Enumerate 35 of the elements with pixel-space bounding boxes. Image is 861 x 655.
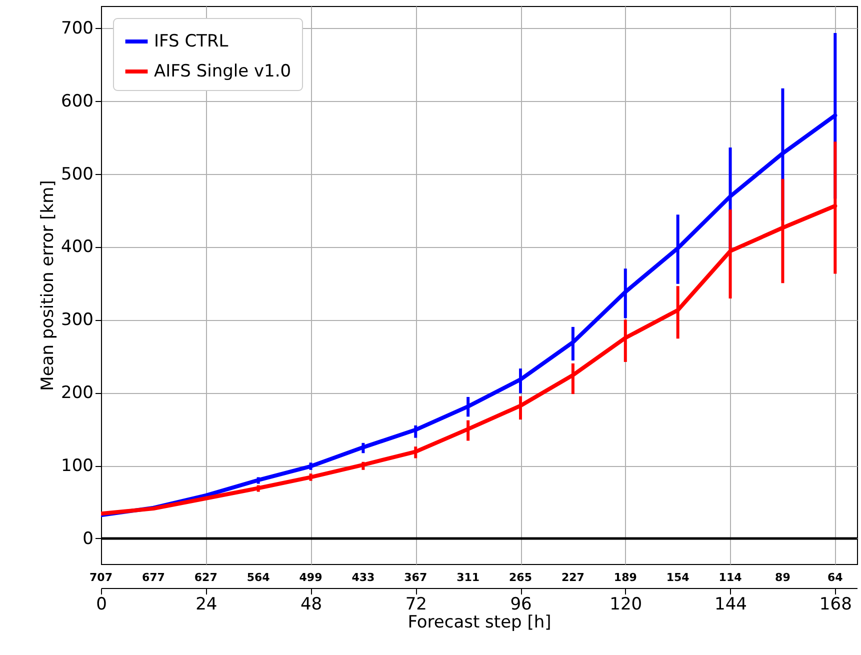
x-tick-label: 0 [96, 594, 107, 614]
text: 265 [509, 571, 532, 584]
y-tick-label: 600 [61, 91, 94, 112]
y-tick-label: 300 [61, 310, 94, 330]
text: 677 [142, 571, 165, 584]
text: 367 [404, 571, 428, 584]
y-tick-label: 200 [61, 383, 94, 404]
text: 64 [827, 571, 844, 584]
x-tick-label: 144 [714, 594, 747, 614]
y-tick-label: 700 [61, 18, 94, 38]
text: 154 [666, 571, 690, 584]
legend-label: IFS CTRL [154, 32, 229, 52]
text: 433 [352, 571, 375, 584]
x-tick-label: 96 [510, 594, 532, 614]
y-tick-label: 100 [61, 456, 94, 476]
x-tick-label: 120 [610, 594, 642, 614]
x-tick-label: 48 [300, 594, 322, 614]
y-tick-label: 500 [61, 164, 94, 184]
text: 227 [561, 571, 584, 584]
text: 627 [194, 571, 218, 584]
x-tick-label: 168 [819, 594, 852, 614]
legend-label: AIFS Single v1.0 [154, 62, 292, 82]
text: 89 [775, 571, 790, 584]
x-axis-title: Forecast step [h] [408, 612, 552, 632]
text: 499 [299, 571, 322, 584]
y-axis-title: Mean position error [km] [38, 180, 58, 391]
y-tick-label: 400 [61, 237, 94, 258]
y-tick-label: 0 [82, 528, 94, 549]
text: 311 [456, 571, 480, 584]
x-tick-label: 24 [196, 594, 218, 614]
text: 707 [90, 571, 112, 584]
x-tick-label: 72 [405, 594, 427, 614]
text: 564 [246, 571, 270, 584]
text: 189 [614, 571, 637, 584]
text: 114 [718, 571, 742, 584]
